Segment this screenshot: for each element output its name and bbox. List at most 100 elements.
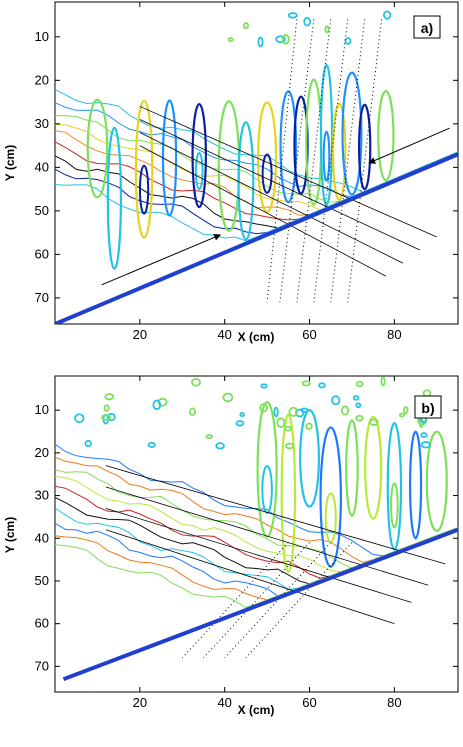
contour-crest [299,409,321,508]
contour-crest [364,415,383,520]
contour-speckle [340,405,349,416]
contour-speckle [260,383,268,389]
x-tick-label: 80 [387,695,401,710]
wave-ray [139,145,387,277]
contour-speckle [239,412,245,418]
direction-arrow [368,127,450,164]
panel-a-ylabel: Y (cm) [3,145,17,181]
y-tick-label: 10 [35,29,49,44]
wave-ray [105,529,395,625]
contour-speckle [107,412,116,422]
contour-speckle [235,420,245,427]
contour-speckle [84,439,92,448]
contour-speckle [355,402,362,409]
y-tick-label: 30 [35,116,49,131]
panel-a-transects [266,19,383,303]
contour-speckle [355,414,364,422]
panel-a-wave-rays [139,106,437,277]
panel-a: 20 40 60 80 10 20 30 40 50 60 70 a) X (cm) Y (cm) [3,1,459,344]
panel-b-xlabel: X (cm) [238,703,275,717]
contour-speckle [300,407,309,413]
contour-speckle [273,406,279,418]
y-tick-label: 30 [35,488,49,503]
contour-speckle [284,425,292,432]
contour-speckle [103,404,110,412]
contour-speckle [382,10,392,20]
panel-b-plot-area [55,376,458,682]
contour-crest-inner [194,152,204,191]
contour-speckle [295,408,305,418]
contour-crest [341,71,363,196]
contour-speckle [318,382,326,389]
contour-crest [257,101,278,214]
contour-crest [191,102,207,209]
contour-speckle [352,395,360,401]
contour-speckle [284,442,295,450]
contour-speckle [287,12,298,19]
contour-speckle [152,399,162,411]
contour-speckle [275,35,286,44]
x-tick-label: 20 [133,695,147,710]
panel-a-label-box [413,15,441,39]
contour-crest [279,90,298,204]
contour-speckle [288,406,299,417]
contour-speckle [222,392,234,403]
contour-speckle [257,36,264,48]
contour-crest [345,419,359,517]
panel-a-arrows [101,127,450,286]
x-tick-label: 40 [217,327,231,342]
contour-speckle [301,380,312,387]
contour-crest [357,103,372,191]
y-tick-label: 70 [35,290,49,305]
panel-b-x-ticks: 20 40 60 80 [133,376,402,710]
contour-crest-inner [324,492,337,544]
contour-crest-inner [322,130,331,182]
contour-speckle [420,441,431,449]
y-tick-label: 40 [35,159,49,174]
y-tick-label: 20 [35,445,49,460]
contour-crest [425,430,448,532]
contour-crest [331,102,347,202]
contour-crest-inner [261,464,273,515]
contour-speckle [191,377,201,387]
panel-b-label-box [414,395,442,419]
contour-speckle [242,22,249,30]
panel-a-plot-area [55,10,458,324]
wave-ray [105,465,446,565]
contour-speckle [324,25,330,34]
contour-speckle [420,432,428,439]
contour-crest [319,63,334,207]
x-tick-label: 40 [217,695,231,710]
panel-a-x-ticks: 20 40 60 80 [133,2,402,342]
contour-speckle [281,34,290,45]
panel-a-frame [54,1,459,325]
panel-a-contours [55,10,458,270]
wave-ray [139,132,404,264]
contour-speckle [380,376,386,387]
y-tick-label: 70 [35,658,49,673]
y-tick-label: 40 [35,530,49,545]
contour-speckle [227,37,234,42]
contour-speckle [403,406,409,415]
y-tick-label: 50 [35,203,49,218]
contour-speckle [147,441,156,448]
y-tick-label: 10 [35,402,49,417]
contour-crest-inner [261,153,273,194]
contour-speckle [344,37,352,45]
panel-b-contours [55,376,458,608]
contour-speckle [74,413,85,424]
contour-crest [319,426,342,568]
contour-speckle [369,418,379,426]
contour-speckle [259,403,268,413]
contour-speckle [355,380,364,388]
contour-crest [280,413,297,574]
contour-speckle [104,393,115,401]
x-tick-label: 60 [302,695,316,710]
panel-b-y-ticks: 10 20 30 40 50 60 70 [35,402,458,673]
contour-crest-inner [138,164,150,215]
contour-crest [106,126,123,270]
contour-crest [134,99,154,239]
contour-speckle [276,417,286,428]
y-tick-label: 60 [35,246,49,261]
